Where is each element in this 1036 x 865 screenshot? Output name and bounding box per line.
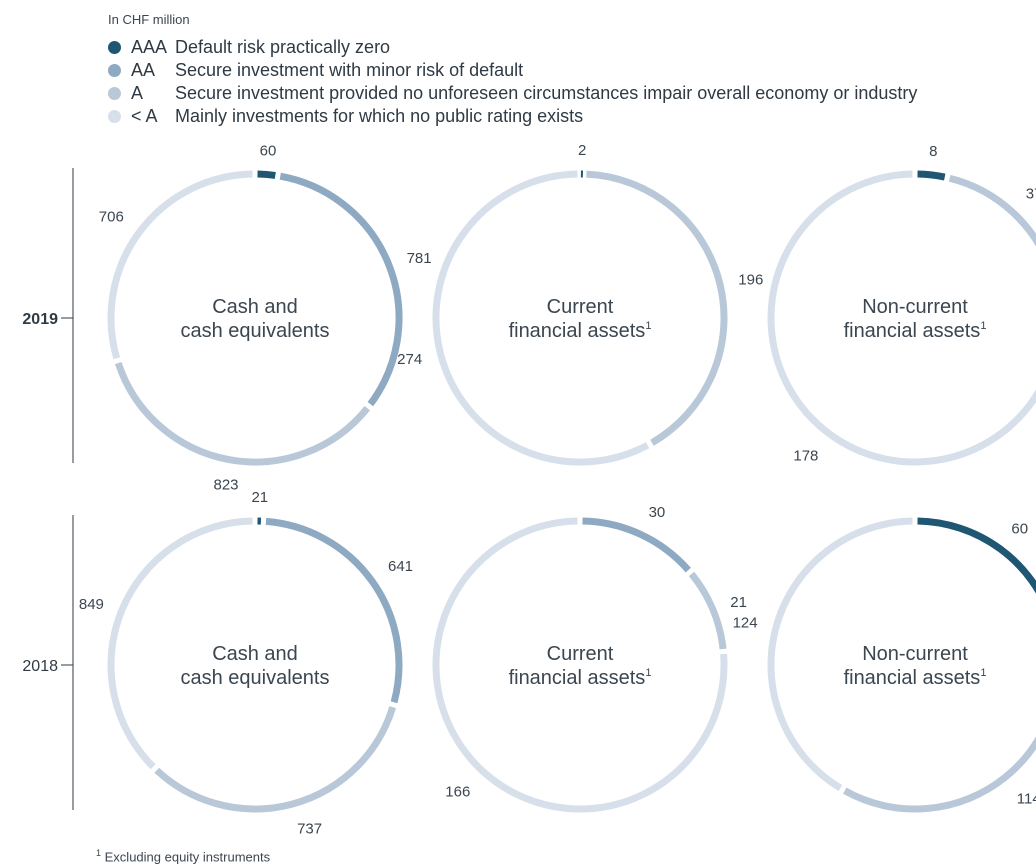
unit-label: In CHF million [108,12,190,27]
slice-a [114,361,371,466]
value-label-a: 114 [1017,790,1036,807]
footnote-ref: 1 [980,667,986,679]
donut-title-line1: Current [547,296,614,318]
slice-a [688,571,727,650]
footnote-ref: 1 [645,667,651,679]
slice-aa [265,517,403,704]
slice-a [586,170,728,446]
value-label-aaa: 2 [578,142,586,159]
legend-code: A [131,83,144,103]
year-label-2019: 2019 [22,311,58,328]
value-label-a: 21 [730,594,747,611]
legend-text: Secure investment with minor risk of def… [175,60,524,80]
slice-a [948,174,1036,247]
slice-a [107,170,253,360]
slice-a [154,706,397,813]
donut-title-line2: financial assets1 [509,667,652,689]
footnote-ref: 1 [980,320,986,332]
value-label-a: 37 [1026,185,1036,202]
donut-title-line1: Cash and [212,296,298,318]
donut-title-line2: financial assets1 [844,320,987,342]
value-label-a: 737 [297,821,322,838]
donut-title-line1: Non-current [862,643,968,665]
value-label-a: 178 [793,447,818,464]
legend-code: AA [131,60,156,80]
footnote-ref: 1 [645,320,651,332]
legend-text: Mainly investments for which no public r… [175,106,584,126]
donut-title-line2: financial assets1 [844,667,987,689]
slice-aaa [257,170,276,179]
slice-aaa [917,517,1036,594]
value-label-aaa: 8 [929,143,937,160]
legend-dot-aaa-icon [108,41,121,54]
legend-text: Secure investment provided no unforeseen… [175,83,918,103]
legend-item-a: A Secure investment provided no unforese… [106,82,917,105]
value-label-aa: 641 [388,558,413,575]
footnote-text: Excluding equity instruments [104,849,271,865]
slice-aaa [917,170,946,181]
slice-a [767,170,1036,466]
value-label-a: 706 [99,208,124,225]
value-label-a: 166 [445,784,470,801]
footnote-marker: 1 [96,848,102,858]
value-label-a: 849 [79,596,104,613]
slice-aa [582,517,691,573]
legend-code: < A [131,106,158,126]
slice-a [432,517,728,813]
legend-item-below-a: < A Mainly investments for which no publ… [106,105,917,128]
donut-title-line1: Cash and [212,643,298,665]
year-label-2018: 2018 [22,658,58,675]
legend-dot-below-a-icon [108,110,121,123]
value-label-a: 274 [397,351,422,368]
donut-title-line1: Current [547,643,614,665]
legend-item-aa: AA Secure investment with minor risk of … [106,59,917,82]
legend-text: Default risk practically zero [175,37,391,57]
slice-a [432,170,650,466]
slice-a [107,517,253,770]
donut-title-line2: financial assets1 [509,320,652,342]
donut-title-line2: cash equivalents [181,667,330,689]
value-label-aa: 30 [649,504,666,521]
value-label-a: 196 [738,271,763,288]
value-label-aa: 781 [407,250,432,267]
slice-aa [279,172,403,407]
slice-a [767,517,913,792]
legend-item-aaa: AAA Default risk practically zero [106,36,917,59]
donut-title-line1: Non-current [862,296,968,318]
legend-code: AAA [131,37,168,57]
value-label-a: 823 [213,476,238,493]
footnote: 1 Excluding equity instruments [96,848,270,864]
value-label-aaa: 60 [260,143,277,160]
donut-title-line2: cash equivalents [181,320,330,342]
value-label-a: 124 [733,615,758,632]
slice-a [843,736,1036,813]
legend-dot-aa-icon [108,64,121,77]
legend-dot-a-icon [108,87,121,100]
value-label-aaa: 60 [1011,521,1028,538]
value-label-aaa: 21 [251,489,268,506]
legend: AAA Default risk practically zero AA Sec… [106,36,917,128]
